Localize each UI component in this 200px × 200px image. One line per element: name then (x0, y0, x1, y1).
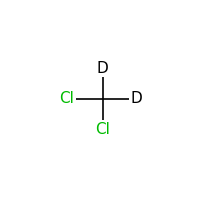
Text: D: D (131, 91, 143, 106)
Text: Cl: Cl (95, 122, 110, 137)
Text: Cl: Cl (59, 91, 74, 106)
Text: D: D (97, 61, 108, 76)
